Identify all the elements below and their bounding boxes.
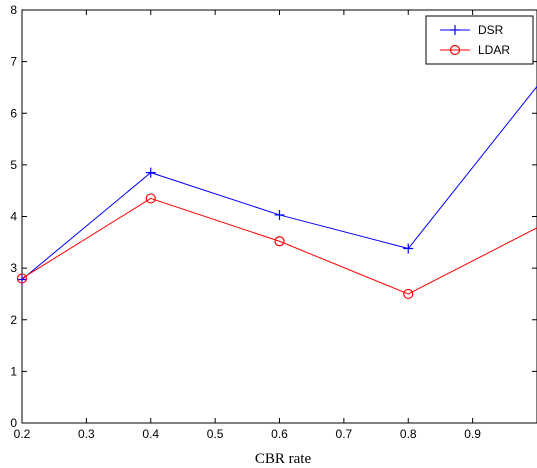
y-tick-label: 4 — [10, 210, 17, 224]
legend-marker-dsr — [450, 25, 460, 35]
data-point-dsr — [274, 209, 285, 220]
y-tick-label: 1 — [10, 364, 17, 378]
series-dsr — [17, 86, 537, 285]
y-tick-label: 5 — [10, 158, 17, 172]
x-axis-ticks: 0.2 0.3 0.4 0.5 0.6 0.7 0.8 0.9 — [14, 10, 481, 441]
legend-label-dsr: DSR — [478, 23, 504, 37]
data-point-ldar — [145, 193, 156, 204]
legend-marker-ldar — [449, 44, 461, 56]
legend-box — [425, 15, 534, 65]
series-layer — [16, 86, 537, 300]
y-tick-label: 6 — [10, 106, 17, 120]
y-axis-ticks: 0 1 2 3 4 5 6 7 8 — [10, 3, 537, 430]
legend-label-ldar: LDAR — [478, 43, 510, 57]
x-tick-label: 0.2 — [14, 427, 31, 441]
data-point-ldar — [274, 236, 285, 247]
series-ldar — [16, 193, 537, 300]
x-tick-label: 0.8 — [400, 427, 417, 441]
series-line-ldar — [21, 197, 537, 295]
x-axis-title: CBR rate — [255, 451, 312, 467]
data-point-ldar — [403, 288, 414, 300]
legend-entry-dsr: DSR — [440, 23, 504, 37]
x-tick-label: 0.7 — [336, 427, 353, 441]
x-tick-label: 0.9 — [464, 427, 481, 441]
legend: DSR LDAR — [425, 15, 534, 65]
data-point-dsr — [403, 243, 414, 254]
legend-entry-ldar: LDAR — [440, 43, 510, 57]
x-tick-label: 0.4 — [142, 427, 159, 441]
data-point-dsr — [145, 167, 156, 178]
data-point-ldar — [16, 273, 28, 284]
y-tick-label: 7 — [10, 55, 17, 69]
x-tick-label: 0.6 — [271, 427, 288, 441]
x-tick-label: 0.5 — [207, 427, 224, 441]
x-tick-label: 0.3 — [78, 427, 95, 441]
y-tick-label: 2 — [10, 313, 17, 327]
y-tick-label: 3 — [10, 261, 17, 275]
y-tick-label: 8 — [10, 3, 17, 17]
y-tick-label: 0 — [10, 416, 17, 430]
